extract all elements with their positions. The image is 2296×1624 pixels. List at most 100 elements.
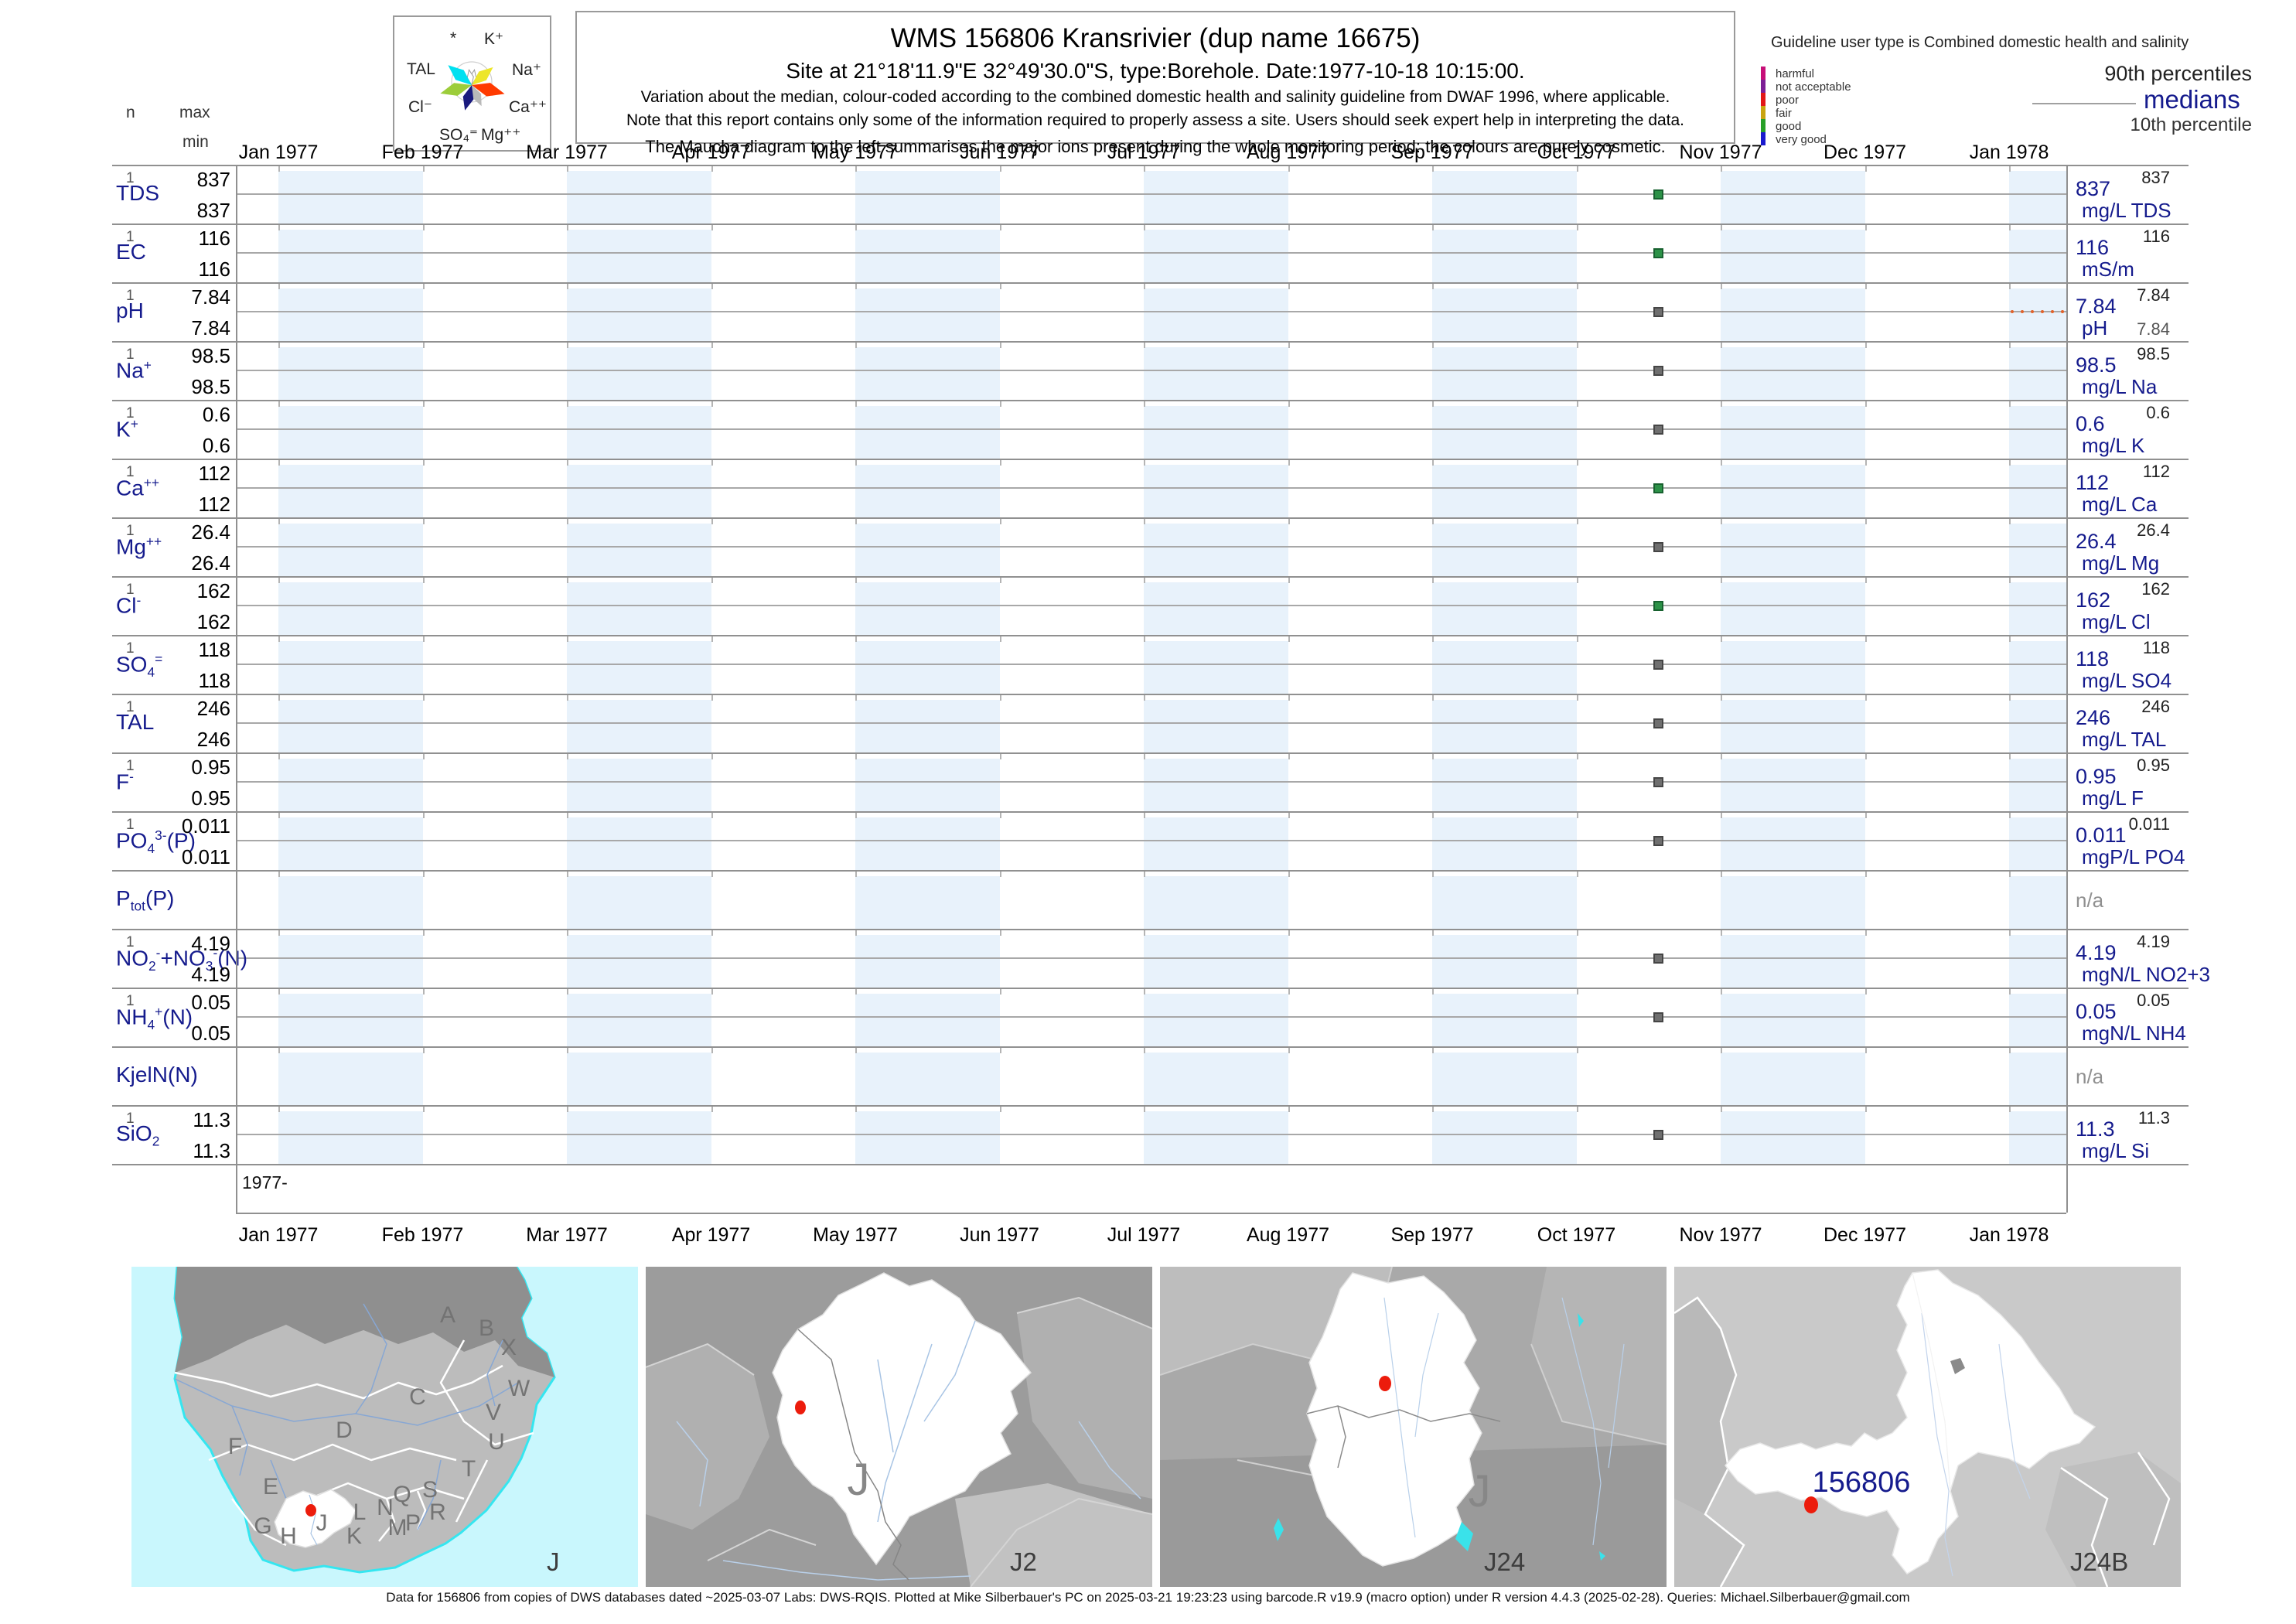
month-tick-stub [1576,752,1578,759]
min-value: 116 [198,258,230,281]
guideline-color-swatch [1761,93,1765,106]
month-tick-stub [1144,1105,1145,1112]
map-corner-label: J2 [1010,1547,1037,1576]
drainage-region-letter: W [508,1376,531,1401]
month-label-top: Jun 1977 [960,142,1039,163]
max-value: 26.4 [191,520,230,544]
drainage-region-letter: S [422,1477,438,1503]
row-separator-line [112,870,2189,872]
row-separator-line [112,400,2189,401]
month-tick-stub [1721,223,1722,230]
median-legend-line [2032,103,2136,104]
max-value: 11.3 [193,1108,230,1131]
month-band [855,817,1000,870]
parameter-name: Na+ [116,357,152,383]
month-tick-stub [1432,988,1434,995]
month-tick-stub [1721,459,1722,466]
sample-count-value: 1 [126,464,135,480]
month-tick-stub [278,223,280,230]
month-tick-stub [1432,1105,1434,1112]
parameter-name: Ca++ [116,475,160,500]
month-band [1144,817,1288,870]
month-band [2009,817,2066,870]
month-band [1432,465,1577,517]
month-label-top: May 1977 [813,142,898,163]
month-band [1144,1053,1288,1105]
sample-count-value: 1 [126,582,135,598]
region-j-label: J [1469,1466,1491,1517]
median-value: 11.3 [2076,1117,2115,1141]
month-band [855,1053,1000,1105]
ph-guideline-dot [2011,310,2014,313]
month-tick-stub [1864,1105,1867,1112]
sample-point-marker [1653,483,1663,493]
median-line [236,664,2066,665]
month-band [2009,700,2066,752]
month-band [1721,465,1865,517]
parameter-name: pH [116,299,144,322]
month-tick-stub [422,517,425,524]
month-tick-stub [855,1105,857,1112]
month-band [567,288,711,341]
month-tick-stub [2009,752,2011,759]
month-tick-stub [1576,341,1578,348]
month-label-top: Oct 1977 [1537,142,1616,163]
maucha-sector-icon [440,83,472,96]
parameter-name: F- [116,769,134,794]
maucha-ion-label: Mg⁺⁺ [481,126,521,144]
month-tick-stub [567,282,568,289]
p90-value: 118 [2142,638,2170,657]
median-value: 162 [2076,589,2111,612]
month-tick-stub [567,635,568,642]
month-band [1144,876,1288,929]
month-band [1432,994,1577,1046]
month-band [278,1053,423,1105]
min-value: 112 [198,493,230,516]
sample-count-value: 1 [126,758,135,774]
month-tick-stub [422,341,425,348]
month-band [278,582,423,635]
month-tick-stub [1864,811,1867,818]
month-band [278,347,423,400]
unit-label: mg/L Ca [2082,493,2158,516]
month-band [1432,935,1577,988]
month-tick-stub [422,576,425,583]
maucha-ion-label: Cl⁻ [408,98,432,116]
month-tick-stub [278,752,280,759]
month-band [567,700,711,752]
unit-label: mgP/L PO4 [2082,845,2185,868]
month-tick-stub [422,988,425,995]
month-band [2009,465,2066,517]
month-band [855,994,1000,1046]
month-tick-stub [1288,341,1290,348]
month-band [1432,1111,1577,1164]
drainage-region-letter: F [228,1434,242,1459]
month-band [1721,994,1865,1046]
median-line [236,487,2066,489]
month-tick-stub [999,929,1001,936]
month-tick-stub [1144,811,1145,818]
month-tick-stub [711,282,713,289]
map-corner-label: J24 [1484,1547,1525,1576]
p90-value: 162 [2141,579,2170,599]
month-tick-stub [1576,400,1578,407]
min-value: 246 [196,728,230,751]
month-tick-stub [1288,635,1290,642]
month-label-bottom: May 1977 [813,1224,898,1246]
month-band [855,935,1000,988]
row-separator-line [112,517,2189,519]
month-band [1721,347,1865,400]
month-tick-stub [1288,1046,1290,1053]
median-line [236,428,2066,430]
median-line [236,1016,2066,1018]
month-band [1432,230,1577,282]
month-tick-stub [567,929,568,936]
drainage-region-letter: Q [393,1482,411,1507]
month-tick-stub [999,870,1001,877]
month-band [1721,1053,1865,1105]
month-tick-stub [2009,517,2011,524]
month-label-bottom: Nov 1977 [1679,1224,1762,1246]
maucha-sector-icon [448,65,472,85]
month-band [278,1111,423,1164]
